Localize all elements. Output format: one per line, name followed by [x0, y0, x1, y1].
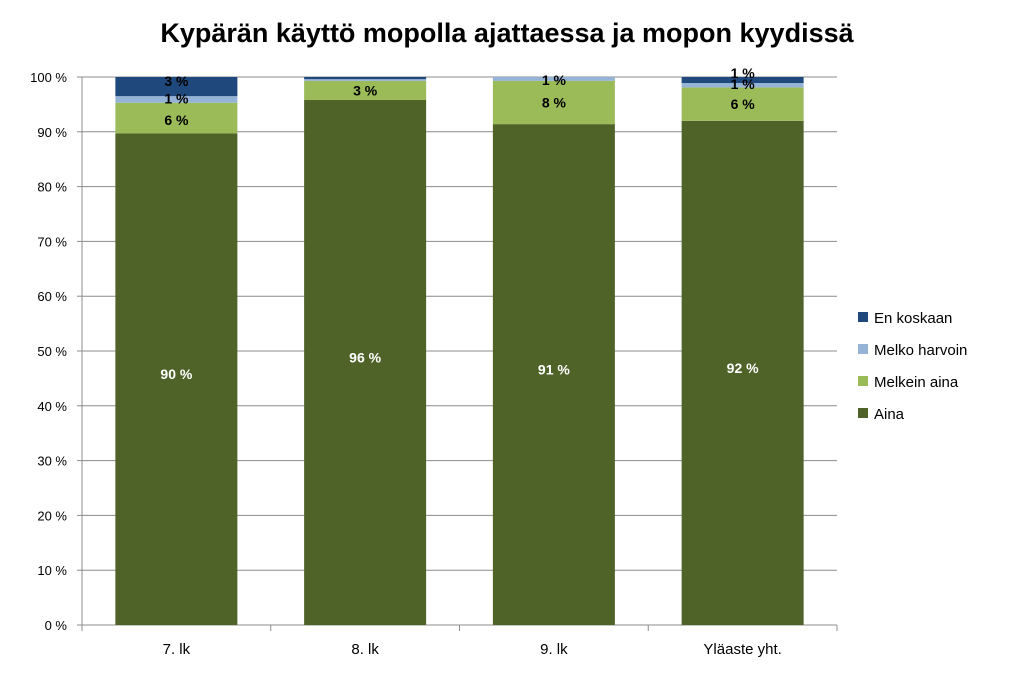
legend-swatch — [858, 344, 868, 354]
y-tick-label: 60 % — [37, 289, 67, 304]
data-label: 8 % — [542, 94, 567, 110]
y-tick-label: 40 % — [37, 399, 67, 414]
bar-segment-aina — [304, 100, 427, 626]
bar-segment-melkein-aina — [115, 102, 238, 134]
x-tick-label: 7. lk — [163, 641, 191, 658]
y-tick-label: 70 % — [37, 234, 67, 249]
legend-label: Melkein aina — [874, 374, 959, 391]
bar-segment-aina — [681, 120, 804, 625]
bar-segment-melkein-aina — [304, 80, 427, 101]
y-tick-label: 30 % — [37, 454, 67, 469]
legend-label: En koskaan — [874, 310, 952, 327]
bar-segment-en-koskaan — [304, 77, 427, 80]
bar-segment-aina — [115, 133, 238, 625]
legend-swatch — [858, 312, 868, 322]
y-tick-label: 80 % — [37, 180, 67, 195]
y-tick-label: 90 % — [37, 125, 67, 140]
bar-segment-melko-harvoin — [492, 77, 615, 81]
data-label: 3 % — [164, 73, 189, 89]
data-label: 6 % — [164, 112, 189, 128]
legend-swatch — [858, 408, 868, 418]
legend-label: Melko harvoin — [874, 342, 967, 359]
data-label: 1 % — [542, 72, 567, 88]
bar-segment-melko-harvoin — [115, 96, 238, 103]
bar-segment-melko-harvoin — [681, 83, 804, 88]
bar-segment-aina — [492, 124, 615, 626]
bar-segment-melko-harvoin — [304, 79, 427, 81]
legend-swatch — [858, 376, 868, 386]
data-label: 96 % — [349, 350, 381, 366]
bar-segment-melkein-aina — [492, 80, 615, 125]
data-label: 91 % — [538, 362, 570, 378]
data-label: 90 % — [160, 366, 192, 382]
chart-title: Kypärän käyttö mopolla ajattaessa ja mop… — [160, 18, 854, 48]
data-label: 1 % — [731, 76, 756, 92]
x-tick-label: 9. lk — [540, 641, 568, 658]
bar-segment-melkein-aina — [681, 87, 804, 121]
bar-segment-en-koskaan — [681, 77, 804, 84]
bar-segment-en-koskaan — [115, 77, 238, 97]
data-label: 6 % — [731, 96, 756, 112]
y-tick-label: 0 % — [45, 618, 68, 633]
data-label: 92 % — [727, 360, 759, 376]
x-tick-label: 8. lk — [351, 641, 379, 658]
y-tick-label: 20 % — [37, 508, 67, 523]
y-tick-label: 50 % — [37, 344, 67, 359]
data-label: 3 % — [353, 82, 378, 98]
data-label: 1 % — [164, 90, 189, 106]
y-tick-label: 100 % — [30, 70, 67, 85]
data-label: 1 % — [731, 65, 756, 81]
legend-label: Aina — [874, 406, 905, 423]
x-tick-label: Yläaste yht. — [703, 641, 781, 658]
y-tick-label: 10 % — [37, 563, 67, 578]
